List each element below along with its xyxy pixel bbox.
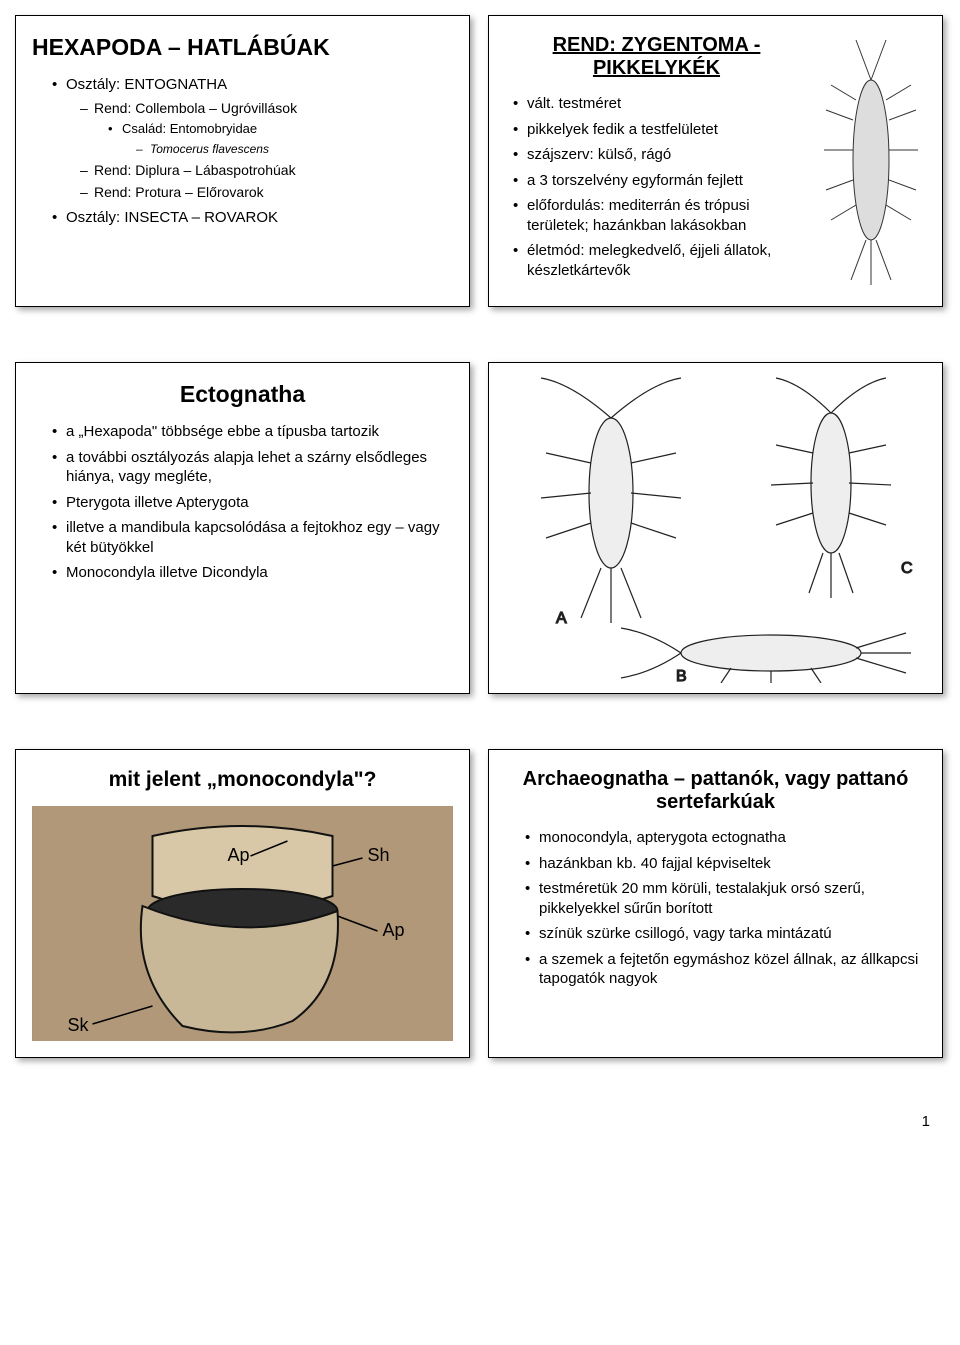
- slide-insect-diagrams: A C B: [488, 362, 943, 694]
- slide3-title: Ectognatha: [32, 381, 453, 408]
- diagram-label-a: A: [556, 610, 567, 627]
- label-sk: Sk: [68, 1015, 90, 1035]
- silverfish-icon: [816, 30, 926, 290]
- page-number: 1: [15, 1113, 945, 1130]
- slide1-item: Osztály: INSECTA – ROVAROK: [52, 208, 453, 228]
- slide6-list: monocondyla, apterygota ectognatha hazán…: [505, 828, 926, 989]
- text: a további osztályozás alapja lehet a szá…: [66, 449, 427, 486]
- slide2-title: REND: ZYGENTOMA - PIKKELYKÉK: [505, 34, 808, 80]
- slide1-item: Család: Entomobryidae Tomocerus flavesce…: [108, 121, 453, 157]
- slide1-title: HEXAPODA – HATLÁBÚAK: [32, 34, 453, 61]
- text: hazánkban kb. 40 fajjal képviseltek: [539, 855, 771, 872]
- list-item: pikkelyek fedik a testfelületet: [513, 120, 808, 140]
- slide1-item: Rend: Diplura – Lábaspotrohúak: [80, 161, 453, 179]
- text: pikkelyek fedik a testfelületet: [527, 121, 718, 138]
- text: illetve a mandibula kapcsolódása a fejto…: [66, 519, 440, 556]
- row-3: mit jelent „monocondyla"? Ap Sh Ap Sk: [15, 749, 945, 1058]
- slide2-list: vált. testméret pikkelyek fedik a testfe…: [505, 94, 808, 280]
- label-ap2: Ap: [383, 920, 405, 940]
- list-item: Pterygota illetve Apterygota: [52, 493, 453, 513]
- slide1-item: Rend: Collembola – Ugróvillások Család: …: [80, 99, 453, 158]
- row-1: HEXAPODA – HATLÁBÚAK Osztály: ENTOGNATHA…: [15, 15, 945, 307]
- list-item: monocondyla, apterygota ectognatha: [525, 828, 926, 848]
- label-ap1: Ap: [228, 845, 250, 865]
- text: színük szürke csillogó, vagy tarka mintá…: [539, 925, 832, 942]
- list-item: életmód: melegkedvelő, éjjeli állatok, k…: [513, 241, 808, 280]
- text: Rend: Collembola – Ugróvillások: [94, 100, 297, 116]
- slide1-item: Osztály: ENTOGNATHA Rend: Collembola – U…: [52, 75, 453, 202]
- mandible-diagram-icon: Ap Sh Ap Sk: [32, 806, 453, 1041]
- text: Osztály: ENTOGNATHA: [66, 76, 227, 93]
- list-item: szájszerv: külső, rágó: [513, 145, 808, 165]
- diagram-label-c: C: [901, 560, 913, 577]
- slide1-list: Osztály: ENTOGNATHA Rend: Collembola – U…: [32, 75, 453, 227]
- list-item: vált. testméret: [513, 94, 808, 114]
- text: Osztály: INSECTA – ROVAROK: [66, 209, 278, 226]
- list-item: illetve a mandibula kapcsolódása a fejto…: [52, 518, 453, 557]
- list-item: a 3 torszelvény egyformán fejlett: [513, 171, 808, 191]
- insect-diagram-icon: A C B: [501, 373, 931, 683]
- text: testméretük 20 mm körüli, testalakjuk or…: [539, 880, 865, 917]
- text: a 3 torszelvény egyformán fejlett: [527, 172, 743, 189]
- text: a „Hexapoda" többsége ebbe a típusba tar…: [66, 423, 379, 440]
- list-item: színük szürke csillogó, vagy tarka mintá…: [525, 924, 926, 944]
- text: monocondyla, apterygota ectognatha: [539, 829, 786, 846]
- slide-zygentoma: REND: ZYGENTOMA - PIKKELYKÉK vált. testm…: [488, 15, 943, 307]
- list-item: testméretük 20 mm körüli, testalakjuk or…: [525, 879, 926, 918]
- text: Tomocerus flavescens: [150, 142, 269, 156]
- slide3-list: a „Hexapoda" többsége ebbe a típusba tar…: [32, 422, 453, 583]
- text: Rend: Diplura – Lábaspotrohúak: [94, 162, 296, 178]
- list-item: előfordulás: mediterrán és trópusi terül…: [513, 196, 808, 235]
- slide-archaeognatha: Archaeognatha – pattanók, vagy pattanó s…: [488, 749, 943, 1058]
- list-item: a szemek a fejtetőn egymáshoz közel álln…: [525, 950, 926, 989]
- text: a szemek a fejtetőn egymáshoz közel álln…: [539, 951, 918, 988]
- text: szájszerv: külső, rágó: [527, 146, 671, 163]
- list-item: a „Hexapoda" többsége ebbe a típusba tar…: [52, 422, 453, 442]
- text: életmód: melegkedvelő, éjjeli állatok, k…: [527, 242, 771, 279]
- list-item: hazánkban kb. 40 fajjal képviseltek: [525, 854, 926, 874]
- text: vált. testméret: [527, 95, 621, 112]
- slide5-title: mit jelent „monocondyla"?: [32, 768, 453, 792]
- slide1-item: Rend: Protura – Előrovarok: [80, 183, 453, 201]
- label-sh: Sh: [368, 845, 390, 865]
- mandible-photo: Ap Sh Ap Sk: [32, 806, 453, 1041]
- text: előfordulás: mediterrán és trópusi terül…: [527, 197, 750, 234]
- text: Rend: Protura – Előrovarok: [94, 184, 264, 200]
- slide6-title: Archaeognatha – pattanók, vagy pattanó s…: [505, 768, 926, 814]
- insect-diagram-image: A C B: [499, 373, 932, 683]
- list-item: a további osztályozás alapja lehet a szá…: [52, 448, 453, 487]
- slide1-item: Tomocerus flavescens: [136, 142, 453, 158]
- list-item: Monocondyla illetve Dicondyla: [52, 563, 453, 583]
- slide-ectognatha: Ectognatha a „Hexapoda" többsége ebbe a …: [15, 362, 470, 694]
- text: Pterygota illetve Apterygota: [66, 494, 249, 511]
- silverfish-image: [816, 30, 926, 290]
- slide-monocondyla: mit jelent „monocondyla"? Ap Sh Ap Sk: [15, 749, 470, 1058]
- diagram-label-b: B: [676, 668, 687, 683]
- row-2: Ectognatha a „Hexapoda" többsége ebbe a …: [15, 362, 945, 694]
- text: Monocondyla illetve Dicondyla: [66, 564, 268, 581]
- slide-hexapoda: HEXAPODA – HATLÁBÚAK Osztály: ENTOGNATHA…: [15, 15, 470, 307]
- text: Család: Entomobryidae: [122, 121, 257, 136]
